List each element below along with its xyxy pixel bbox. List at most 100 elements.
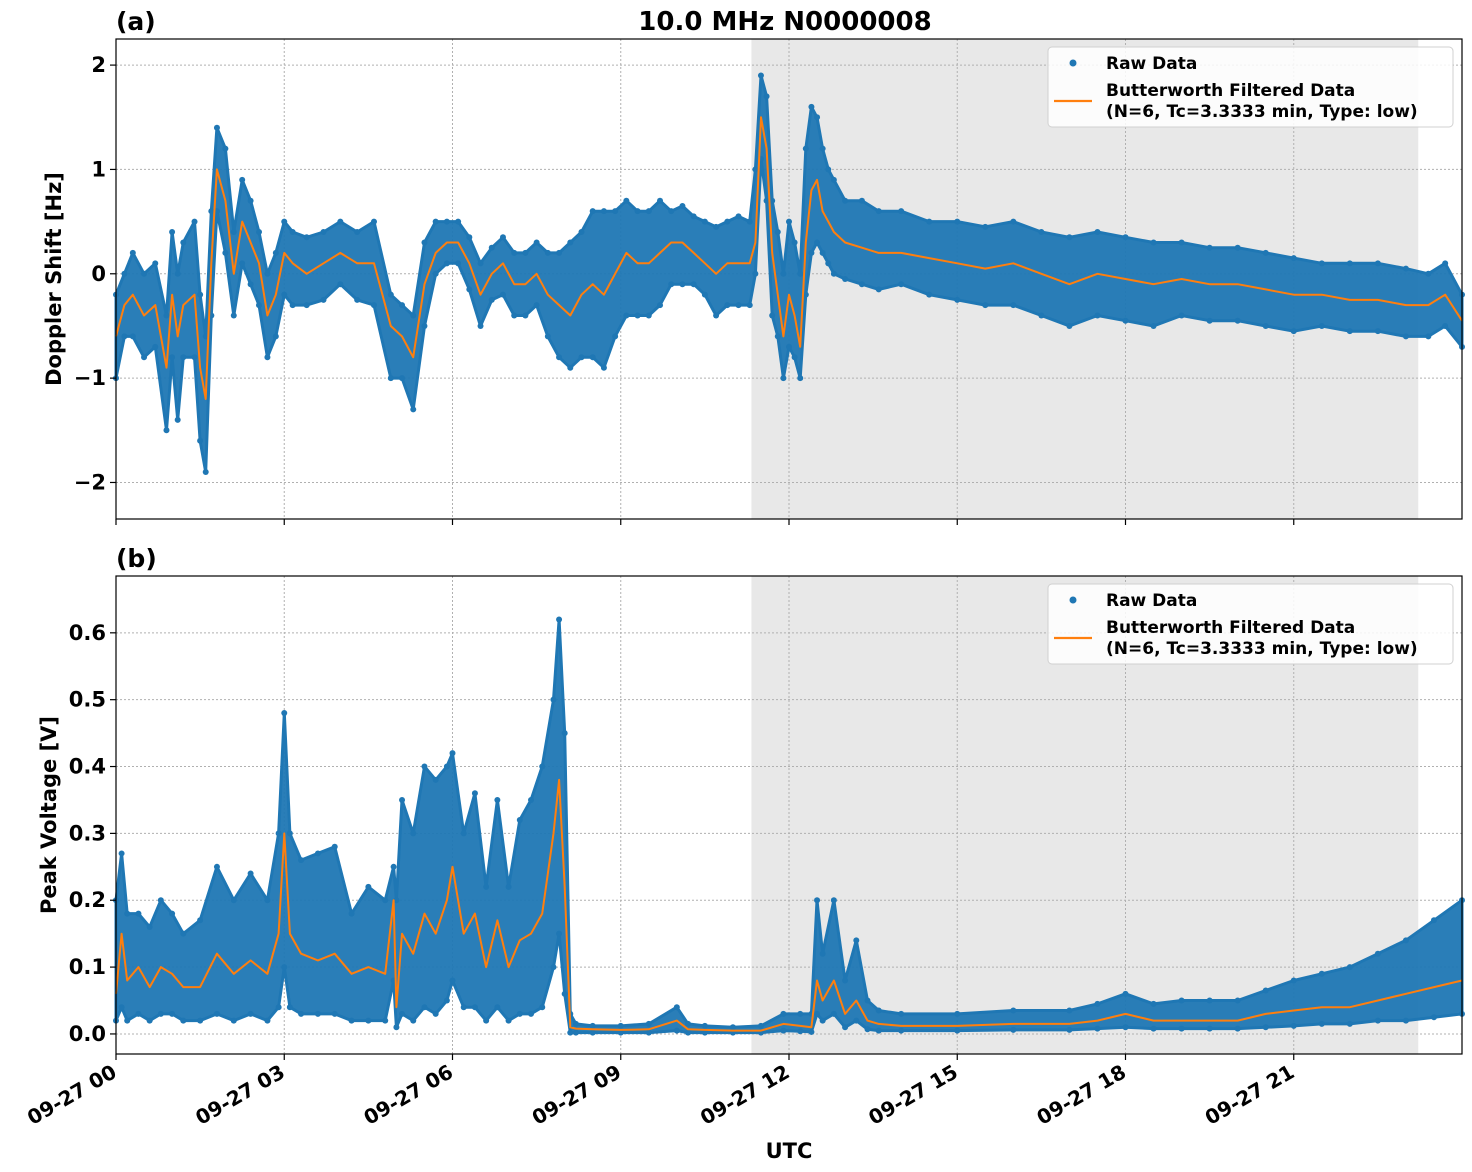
raw-data-point [814, 239, 821, 246]
raw-data-point [286, 1004, 293, 1011]
raw-data-point [533, 302, 540, 309]
raw-data-point [275, 830, 282, 837]
raw-data-point [567, 1029, 574, 1036]
raw-data-point [399, 302, 406, 309]
raw-data-point [673, 1004, 680, 1011]
raw-data-point [774, 229, 781, 236]
raw-data-point [320, 296, 327, 303]
raw-data-point [471, 1004, 478, 1011]
raw-data-point [432, 1010, 439, 1017]
raw-data-point [926, 218, 933, 225]
raw-data-point [701, 291, 708, 298]
raw-data-point [1262, 249, 1269, 256]
x-tick-label: 09-27 18 [1032, 1060, 1130, 1130]
raw-data-point [1234, 997, 1241, 1004]
legend-label-filtered-params: (N=6, Tc=3.3333 min, Type: low) [1106, 102, 1418, 122]
raw-data-point [1038, 229, 1045, 236]
raw-data-point [460, 830, 467, 837]
raw-data-point [169, 910, 176, 917]
raw-data-point [298, 857, 305, 864]
raw-data-point [197, 437, 204, 444]
raw-data-point [898, 1027, 905, 1034]
raw-data-point [121, 333, 128, 340]
raw-data-point [830, 897, 837, 904]
raw-data-point [354, 229, 361, 236]
raw-data-point [1150, 1025, 1157, 1032]
raw-data-point [421, 239, 428, 246]
raw-data-point [393, 1024, 400, 1031]
raw-data-point [780, 375, 787, 382]
raw-data-point [1234, 1025, 1241, 1032]
y-tick-label: 0.3 [69, 821, 106, 845]
raw-data-point [432, 776, 439, 783]
raw-data-point [1346, 260, 1353, 267]
raw-data-point [281, 964, 288, 971]
raw-data-point [1346, 964, 1353, 971]
raw-data-point [337, 218, 344, 225]
raw-data-point [264, 1017, 271, 1024]
raw-data-point [814, 114, 821, 121]
raw-data-point [522, 312, 529, 319]
raw-data-point [533, 239, 540, 246]
raw-data-point [1430, 1014, 1437, 1021]
raw-data-point [499, 234, 506, 241]
raw-data-point [247, 1010, 254, 1017]
y-tick-label: 0.2 [69, 888, 106, 912]
raw-data-point [600, 364, 607, 371]
legend-label-filtered-params: (N=6, Tc=3.3333 min, Type: low) [1106, 639, 1418, 659]
raw-data-point [1206, 1025, 1213, 1032]
raw-data-point [701, 218, 708, 225]
raw-data-point [477, 322, 484, 329]
y-axis-label-a: Doppler Shift [Hz] [42, 172, 66, 386]
raw-data-point [578, 229, 585, 236]
raw-data-point [222, 249, 229, 256]
raw-data-point [365, 1017, 372, 1024]
raw-data-point [281, 710, 288, 717]
raw-data-point [578, 354, 585, 361]
raw-data-point [842, 977, 849, 984]
raw-data-point [842, 197, 849, 204]
raw-data-point [505, 1017, 512, 1024]
raw-data-point [780, 270, 787, 277]
raw-data-point [443, 218, 450, 225]
y-tick-label: 2 [91, 53, 106, 77]
raw-data-point [180, 1017, 187, 1024]
raw-data-point [1346, 328, 1353, 335]
legend-a: Raw Data Butterworth Filtered Data (N=6,… [1047, 46, 1454, 128]
raw-data-point [1094, 229, 1101, 236]
raw-data-point [853, 937, 860, 944]
raw-data-point [898, 281, 905, 288]
raw-data-point [281, 291, 288, 298]
raw-data-point [1038, 312, 1045, 319]
raw-data-point [213, 1010, 220, 1017]
raw-data-point [272, 333, 279, 340]
raw-data-point [1374, 1017, 1381, 1024]
raw-data-point [222, 145, 229, 152]
raw-data-point [1425, 270, 1432, 277]
raw-data-point [1122, 317, 1129, 324]
raw-data-point [281, 218, 288, 225]
x-tick-label: 09-27 15 [864, 1060, 962, 1130]
raw-data-point [808, 1028, 815, 1035]
raw-data-point [763, 197, 770, 204]
raw-data-point [1178, 312, 1185, 319]
raw-data-point [124, 1017, 131, 1024]
raw-data-point [286, 830, 293, 837]
y-axis-label-b: Peak Voltage [V] [37, 716, 61, 914]
raw-data-point [550, 964, 557, 971]
raw-data-point [685, 1020, 692, 1027]
raw-data-point [544, 249, 551, 256]
raw-data-point [954, 218, 961, 225]
raw-data-point [819, 249, 826, 256]
raw-data-point [982, 302, 989, 309]
raw-data-point [1206, 997, 1213, 1004]
raw-data-point [494, 1004, 501, 1011]
raw-data-point [1374, 328, 1381, 335]
x-tick-label: 09-27 09 [528, 1060, 626, 1130]
raw-data-point [1234, 244, 1241, 251]
raw-data-point [460, 1004, 467, 1011]
raw-data-point [713, 312, 720, 319]
raw-data-point [163, 427, 170, 434]
raw-data-point [645, 1029, 652, 1036]
raw-data-point [685, 1029, 692, 1036]
